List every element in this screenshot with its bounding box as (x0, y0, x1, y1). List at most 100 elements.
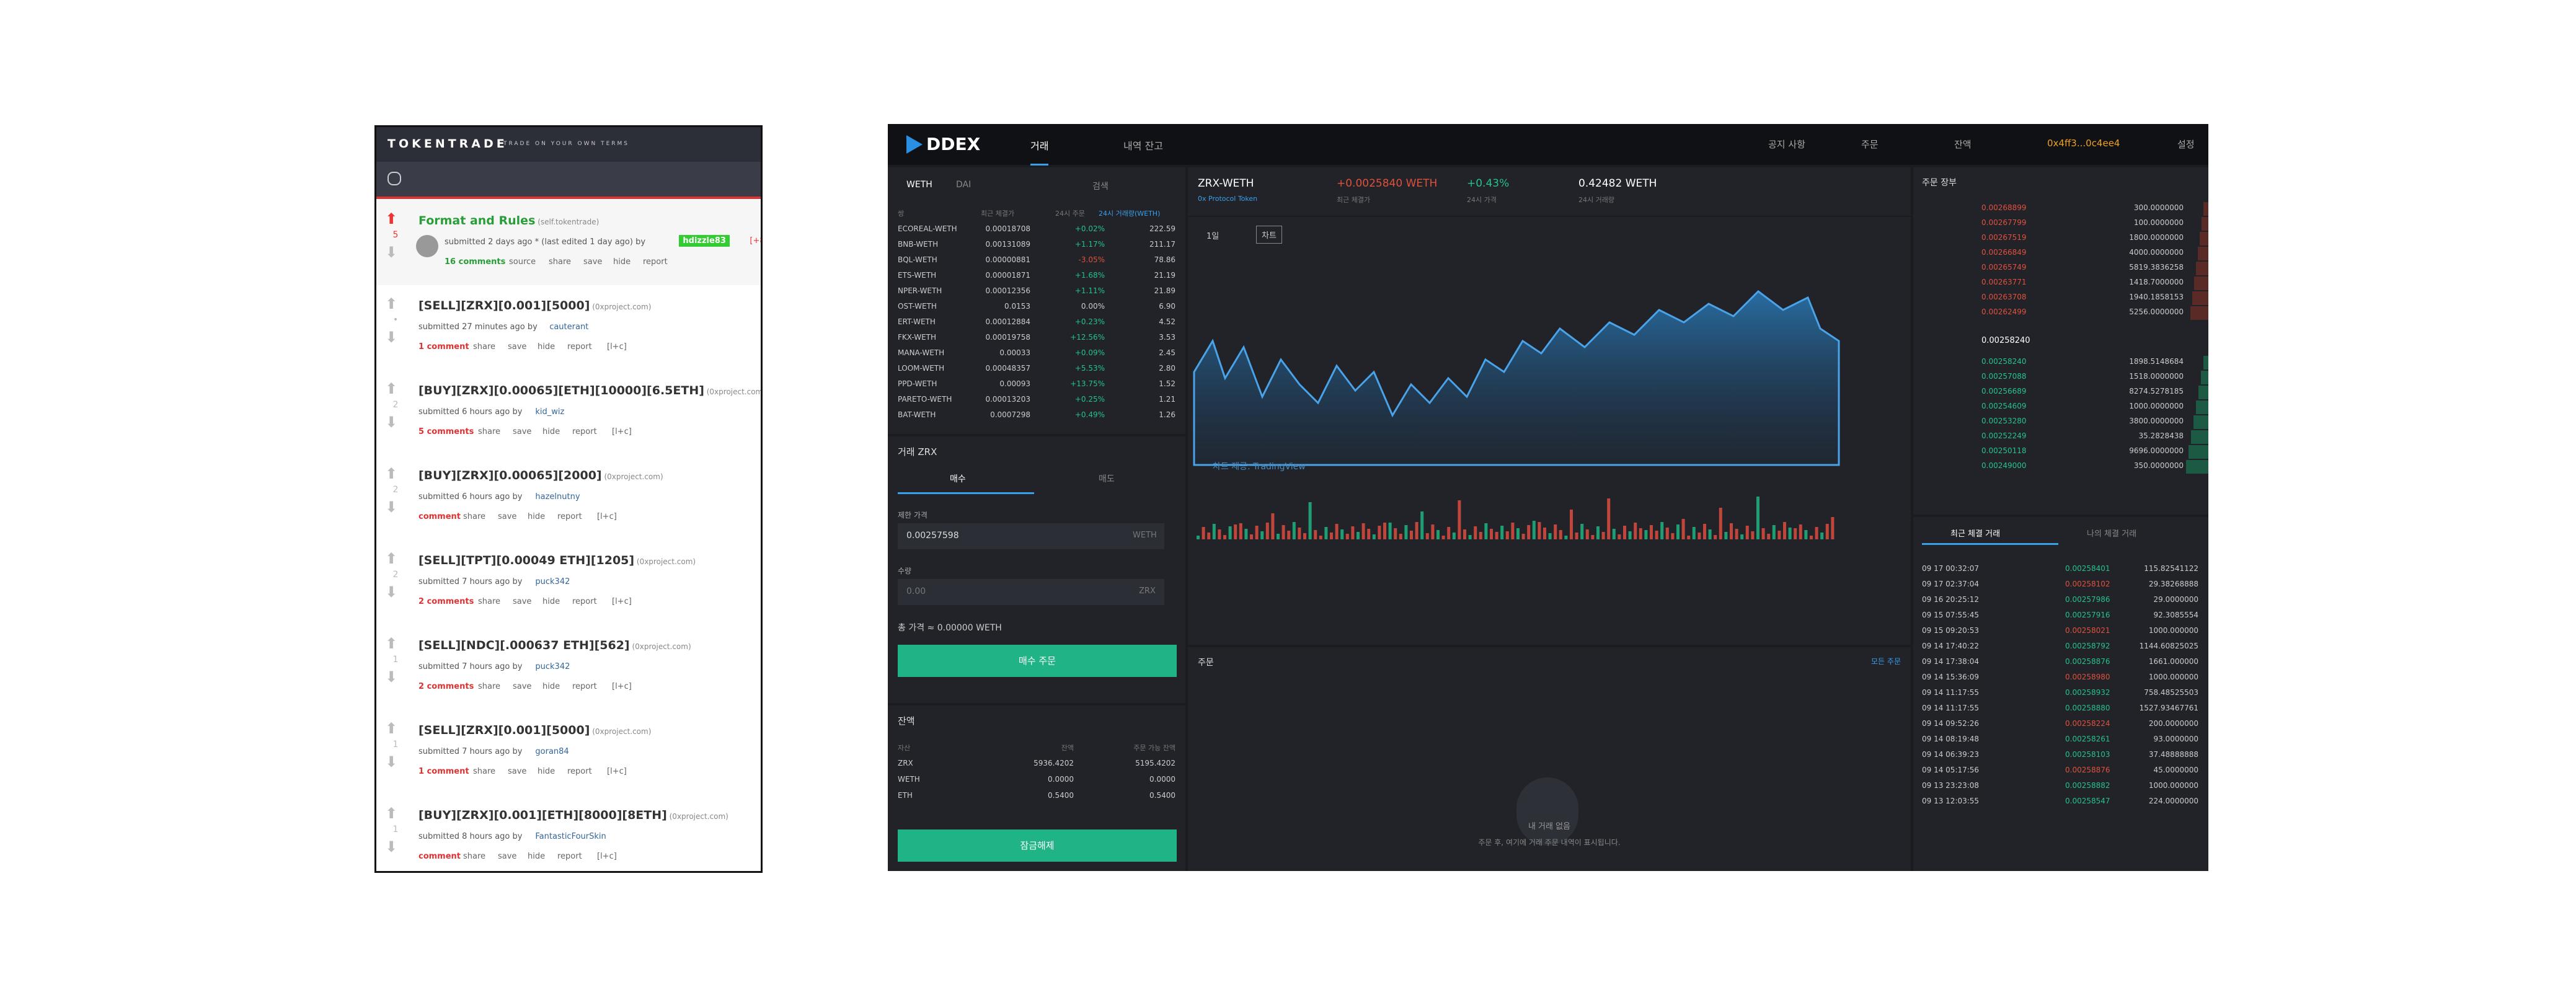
post-title[interactable]: [BUY][ZRX][0.00065][2000] (0xproject.com… (418, 469, 663, 482)
downvote[interactable]: ⬇ (385, 668, 398, 686)
title-text[interactable]: [SELL][ZRX][0.001][5000] (418, 299, 590, 312)
title-text[interactable]: [BUY][ZRX][0.00065][ETH][10000][6.5ETH] (418, 384, 704, 397)
action[interactable]: [l+c] (597, 852, 617, 861)
action[interactable]: source (509, 257, 536, 267)
market-cell[interactable]: PARETO-WETH (898, 395, 952, 404)
action[interactable]: comment (418, 852, 461, 861)
author[interactable]: FantasticFourSkin (535, 832, 606, 841)
title-text[interactable]: Format and Rules (418, 214, 536, 228)
action[interactable]: 1 comment (418, 767, 469, 776)
unlock-button[interactable]: 잠금해제 (898, 829, 1177, 862)
action[interactable]: [l+c] (607, 767, 627, 776)
downvote[interactable]: ⬇ (385, 413, 398, 431)
nav-item[interactable]: 주문 (1861, 139, 1879, 150)
action[interactable]: save (508, 767, 527, 776)
market-cell[interactable]: ETS-WETH (898, 271, 937, 280)
action[interactable]: report (567, 342, 592, 352)
market-cell[interactable]: NPER-WETH (898, 286, 942, 295)
post-title[interactable]: [SELL][NDC][.000637 ETH][562] (0xproject… (418, 639, 691, 652)
action[interactable]: save (508, 342, 527, 352)
action[interactable]: 1 comment (418, 342, 469, 352)
author[interactable]: puck342 (535, 577, 570, 586)
post-title[interactable]: [BUY][ZRX][0.00065][ETH][10000][6.5ETH] … (418, 384, 761, 397)
market-cell[interactable]: PPD-WETH (898, 379, 937, 388)
title-text[interactable]: [BUY][ZRX][0.00065][2000] (418, 469, 602, 482)
title-text[interactable]: [SELL][ZRX][0.001][5000] (418, 723, 590, 737)
post-title[interactable]: [SELL][ZRX][0.001][5000] (0xproject.com) (418, 723, 651, 737)
form-tab[interactable]: 매도 (1099, 474, 1115, 484)
action[interactable]: save (583, 257, 603, 267)
action[interactable]: report (572, 682, 597, 691)
search[interactable]: 검색 (1092, 182, 1109, 192)
orders-link[interactable]: 모든 주문 (1871, 657, 1901, 666)
market-cell[interactable]: BNB-WETH (898, 240, 939, 249)
action[interactable]: save (498, 512, 517, 521)
downvote[interactable]: ⬇ (385, 329, 398, 346)
nav-item[interactable]: 설정 (2177, 139, 2195, 150)
action[interactable]: share (549, 257, 572, 267)
upvote[interactable]: ⬆ (385, 295, 398, 312)
action[interactable]: [l+c] (612, 682, 632, 691)
action[interactable]: share (473, 342, 496, 352)
author[interactable]: goran84 (535, 747, 569, 756)
action[interactable]: 5 comments (418, 427, 474, 436)
market-cell[interactable]: ECOREAL-WETH (898, 224, 957, 233)
action[interactable]: 16 comments (445, 257, 506, 267)
downvote[interactable]: ⬇ (385, 838, 398, 856)
action[interactable]: 2 comments (418, 597, 474, 606)
nav-item[interactable]: 공지 사항 (1768, 139, 1805, 150)
upvote[interactable]: ⬆ (385, 380, 398, 397)
market-cell[interactable]: FKX-WETH (898, 333, 937, 342)
action[interactable]: hide (542, 682, 560, 691)
action[interactable]: share (473, 767, 496, 776)
market-cell[interactable]: LOOM-WETH (898, 364, 945, 373)
action[interactable]: 2 comments (418, 682, 474, 691)
action[interactable]: share (478, 427, 501, 436)
trades-tab[interactable]: 나의 체결 거래 (2087, 529, 2137, 539)
market-cell[interactable]: BQL-WETH (898, 255, 937, 264)
action[interactable]: hide (538, 767, 555, 776)
market-cell[interactable]: OST-WETH (898, 302, 937, 311)
action[interactable]: report (643, 257, 668, 267)
author[interactable]: kid_wiz (535, 407, 565, 417)
nav-item[interactable]: 0x4ff3...0c4ee4 (2047, 138, 2120, 149)
nav-tab[interactable]: 내역 잔고 (1123, 140, 1163, 152)
action[interactable]: [l+c] (597, 512, 617, 521)
title-text[interactable]: [SELL][NDC][.000637 ETH][562] (418, 639, 630, 652)
action[interactable]: save (513, 427, 532, 436)
title-text[interactable]: [BUY][ZRX][0.001][ETH][8000][8ETH] (418, 808, 667, 822)
action[interactable]: report (557, 852, 582, 861)
downvote[interactable]: ⬇ (385, 753, 398, 771)
downvote[interactable]: ⬇ (385, 244, 398, 261)
amount-input[interactable] (898, 579, 1164, 605)
author[interactable]: hazelnutny (535, 492, 580, 502)
action[interactable]: report (572, 427, 597, 436)
nav-item[interactable]: 잔액 (1954, 139, 1972, 150)
upvote[interactable]: ⬆ (385, 720, 398, 737)
action[interactable]: share (463, 852, 486, 861)
action[interactable]: hide (542, 427, 560, 436)
market-tab[interactable]: DAI (956, 180, 972, 190)
downvote[interactable]: ⬇ (385, 498, 398, 516)
upvote[interactable]: ⬆ (385, 550, 398, 567)
action[interactable]: [l+c] (612, 597, 632, 606)
title-text[interactable]: [SELL][TPT][0.00049 ETH][1205] (418, 554, 635, 567)
post-title[interactable]: [BUY][ZRX][0.001][ETH][8000][8ETH] (0xpr… (418, 808, 728, 822)
action[interactable]: share (478, 597, 501, 606)
trades-tab[interactable]: 최근 체결 거래 (1950, 529, 2001, 539)
action[interactable]: hide (528, 852, 546, 861)
action[interactable]: save (513, 682, 532, 691)
action[interactable]: share (463, 512, 486, 521)
post-title[interactable]: Format and Rules (self.tokentrade) (418, 214, 599, 228)
action[interactable]: hide (528, 512, 546, 521)
action[interactable]: report (572, 597, 597, 606)
upvote[interactable]: ⬆ (385, 465, 398, 482)
interval[interactable]: 차트 (1256, 226, 1282, 244)
downvote[interactable]: ⬇ (385, 583, 398, 601)
action[interactable]: save (513, 597, 532, 606)
action[interactable]: comment (418, 512, 461, 521)
action[interactable]: [l+c] (607, 342, 627, 352)
action[interactable]: [l+c] (612, 427, 632, 436)
price-input[interactable] (898, 523, 1164, 549)
action[interactable]: save (498, 852, 517, 861)
